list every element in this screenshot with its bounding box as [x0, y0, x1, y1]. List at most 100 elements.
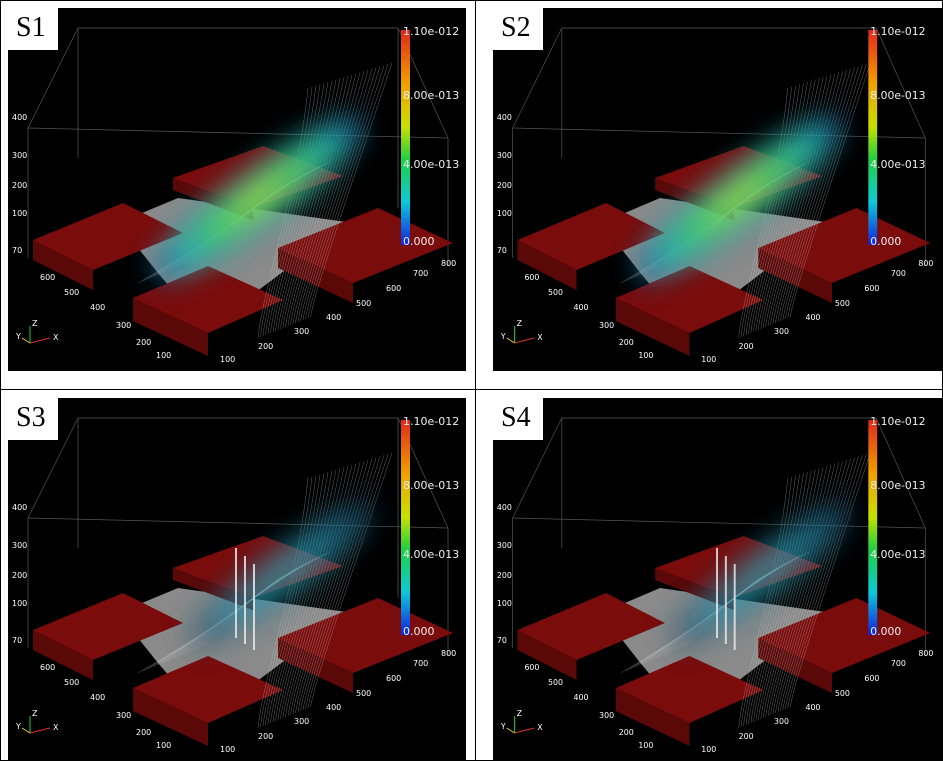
streamline — [772, 71, 843, 325]
x-tick-label: 600 — [386, 284, 401, 293]
streamline — [290, 72, 361, 326]
streamline — [760, 467, 824, 720]
colorbar-label: 0.000 — [403, 625, 435, 638]
wireframe — [512, 127, 926, 139]
axis-y — [21, 337, 31, 344]
x-tick-label: 700 — [413, 659, 428, 668]
streamline — [750, 471, 808, 724]
streamline — [265, 474, 321, 726]
streamline — [285, 464, 353, 718]
building-side — [278, 638, 353, 693]
building-top — [33, 593, 183, 660]
z-tick-label: 400 — [497, 503, 512, 512]
streamline — [763, 75, 828, 329]
z-tick-label: 70 — [12, 636, 22, 645]
streamline — [302, 66, 381, 321]
streamline — [257, 477, 309, 729]
building-side — [278, 248, 353, 303]
z-tick-label: 70 — [12, 246, 22, 255]
streamline — [277, 78, 341, 331]
streamline — [777, 68, 851, 323]
wireframe — [875, 417, 926, 529]
building-top — [758, 598, 931, 673]
streamline — [748, 83, 804, 335]
streamline — [755, 79, 816, 332]
x-tick-label: 300 — [774, 717, 789, 726]
colorbar-label: 1.10e-012 — [403, 415, 459, 428]
y-tick-label: 100 — [156, 351, 171, 360]
streamline — [257, 87, 309, 339]
z-tick-label: 300 — [12, 541, 27, 550]
wireframe — [27, 27, 79, 129]
building-top — [517, 593, 665, 660]
colorbar-label: 0.000 — [870, 235, 901, 248]
streamline — [740, 86, 792, 338]
streamline — [292, 71, 365, 325]
streamline — [745, 474, 800, 726]
streamline — [287, 73, 357, 327]
panel-label: S2 — [493, 8, 543, 50]
y-tick-label: 200 — [136, 338, 151, 347]
axis-label: X — [53, 333, 59, 342]
streamline — [785, 455, 863, 710]
colorbar — [401, 30, 410, 245]
streamline — [272, 470, 333, 723]
axis-label: Y — [15, 722, 21, 731]
z-tick-label: 100 — [497, 209, 512, 218]
y-tick-label: 100 — [638, 741, 653, 750]
colorbar-label: 8.00e-013 — [870, 479, 925, 492]
render-panel: 1.10e-012 8.00e-013 4.00e-013 0.000 400 300 20… — [8, 398, 466, 761]
streamline — [260, 476, 313, 728]
streamline — [775, 69, 847, 324]
axis-label: X — [537, 333, 543, 342]
streamline — [787, 63, 867, 319]
building-side — [758, 248, 832, 303]
streamline — [743, 85, 796, 337]
axis-x — [29, 337, 51, 344]
streamline — [280, 77, 345, 330]
streamline — [277, 468, 341, 721]
panel-label: S3 — [8, 398, 58, 440]
z-tick-label: 200 — [497, 571, 512, 580]
plume — [152, 116, 364, 280]
colorbar-label: 8.00e-013 — [403, 89, 459, 102]
streamline — [753, 80, 812, 333]
streamline — [310, 452, 393, 708]
y-tick-label: 600 — [40, 663, 55, 672]
colorbar-label: 4.00e-013 — [870, 158, 925, 171]
colorbar-label: 1.10e-012 — [403, 25, 459, 38]
building-top — [133, 656, 283, 723]
y-tick-label: 600 — [40, 273, 55, 282]
render-panel: 1.10e-012 8.00e-013 4.00e-013 0.000 400 300 20… — [493, 398, 943, 761]
colorbar-label: 0.000 — [403, 235, 435, 248]
x-tick-label: 500 — [356, 299, 371, 308]
x-tick-label: 700 — [891, 659, 906, 668]
axis-label: Z — [517, 319, 523, 328]
streamline — [285, 74, 353, 328]
streamline — [763, 465, 828, 719]
streamline — [770, 462, 840, 716]
x-tick-label: 600 — [386, 674, 401, 683]
building-top — [517, 203, 665, 270]
x-tick-label: 100 — [701, 745, 716, 754]
panel-label: S4 — [493, 398, 543, 440]
streamline — [287, 463, 357, 717]
colorbar-label: 8.00e-013 — [870, 89, 925, 102]
streamline — [305, 455, 385, 710]
streamline — [297, 68, 373, 323]
axis-x — [514, 337, 535, 344]
building-top — [133, 266, 283, 333]
z-tick-label: 400 — [12, 113, 27, 122]
streamline — [270, 81, 329, 334]
render: 1.10e-012 8.00e-013 4.00e-013 0.000 400 300 20… — [497, 415, 933, 754]
streamline — [787, 453, 867, 709]
x-tick-label: 500 — [835, 299, 850, 308]
x-tick-label: 500 — [835, 689, 850, 698]
y-tick-label: 300 — [116, 711, 131, 720]
streamline — [740, 476, 792, 728]
axis-label: X — [537, 723, 543, 732]
render: 1.10e-012 8.00e-013 4.00e-013 0.000 400 300 20… — [12, 415, 459, 754]
x-tick-label: 200 — [258, 342, 273, 351]
wireframe — [27, 127, 449, 139]
